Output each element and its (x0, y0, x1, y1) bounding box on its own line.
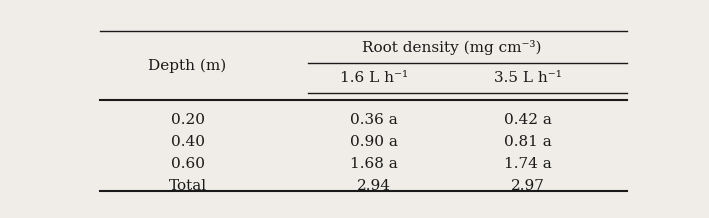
Text: Total: Total (169, 179, 206, 193)
Text: Depth (m): Depth (m) (148, 58, 227, 73)
Text: 0.20: 0.20 (171, 113, 204, 127)
Text: 0.40: 0.40 (171, 135, 204, 149)
Text: 0.81 a: 0.81 a (504, 135, 552, 149)
Text: 2.94: 2.94 (357, 179, 391, 193)
Text: 1.74 a: 1.74 a (504, 157, 552, 171)
Text: 1.68 a: 1.68 a (350, 157, 398, 171)
Text: 0.60: 0.60 (171, 157, 204, 171)
Text: 3.5 L h⁻¹: 3.5 L h⁻¹ (494, 71, 562, 85)
Text: 0.42 a: 0.42 a (504, 113, 552, 127)
Text: 0.36 a: 0.36 a (350, 113, 398, 127)
Text: 0.90 a: 0.90 a (350, 135, 398, 149)
Text: 2.97: 2.97 (511, 179, 545, 193)
Text: 1.6 L h⁻¹: 1.6 L h⁻¹ (340, 71, 408, 85)
Text: Root density (mg cm⁻³): Root density (mg cm⁻³) (362, 40, 541, 55)
